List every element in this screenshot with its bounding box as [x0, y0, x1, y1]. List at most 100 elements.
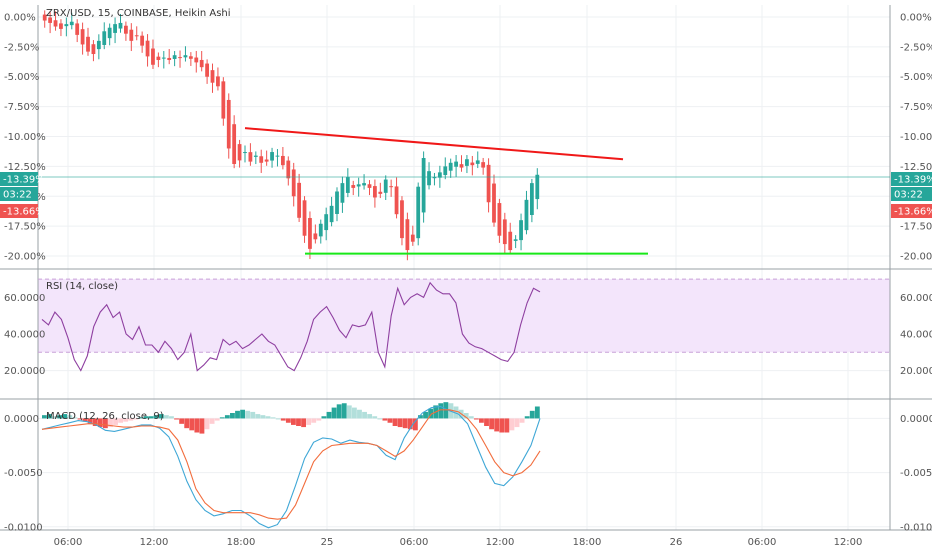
- right-price-tick-8: -20.00%: [900, 252, 932, 263]
- time-tick-3: 25: [321, 537, 334, 548]
- left-price-tick-3: -7.50%: [4, 102, 39, 113]
- macd-title: MACD (12, 26, close, 9): [46, 411, 164, 422]
- macd-hist-bar-53: [311, 418, 317, 423]
- time-tick-6: 18:00: [573, 537, 602, 548]
- candle-body-58: [356, 184, 361, 187]
- candle-body-26: [183, 55, 188, 58]
- left-badge-time-text: 03:22: [3, 190, 32, 201]
- candle-body-85: [502, 219, 507, 245]
- macd-hist-bar-42: [255, 414, 261, 419]
- signal-line: [41, 409, 541, 520]
- trendlines[interactable]: [244, 127, 648, 255]
- time-tick-1: 12:00: [140, 537, 169, 548]
- candle-body-76: [454, 161, 458, 167]
- candle-body-66: [400, 200, 404, 239]
- candle-body-1: [48, 17, 53, 23]
- macd-hist-bar-96: [529, 410, 535, 419]
- macd-hist-bar-86: [479, 418, 484, 423]
- candle-body-31: [210, 70, 215, 83]
- macd-hist-bar-11: [97, 418, 103, 428]
- candle-body-43: [275, 155, 280, 157]
- candle-body-25: [178, 57, 182, 59]
- chart-grid: [38, 5, 890, 530]
- macd-hist-bar-72: [407, 418, 413, 430]
- rsi-plot: [38, 278, 890, 372]
- right-rsi-tick-2: 20.0000: [900, 366, 932, 377]
- candle-body-19: [145, 40, 150, 57]
- macd-hist-bar-68: [387, 418, 393, 423]
- candle-body-86: [508, 231, 513, 251]
- macd-hist-bar-36: [224, 415, 230, 419]
- rsi-title: RSI (14, close): [46, 281, 118, 292]
- macd-hist-bar-27: [179, 418, 185, 424]
- macd-hist-bar-92: [509, 418, 515, 431]
- candle-body-48: [302, 200, 307, 236]
- candle-body-30: [205, 63, 209, 77]
- candle-body-80: [475, 160, 480, 164]
- candle-body-57: [351, 185, 356, 188]
- price-badges: -13.39% 03:22 -13.66% -13.39% 03:22 -13.66%: [0, 172, 932, 218]
- macd-hist-bar-84: [468, 416, 474, 419]
- candle-body-72: [432, 177, 437, 179]
- macd-hist-bar-6: [72, 417, 78, 419]
- macd-hist-bar-5: [67, 415, 73, 419]
- candle-body-67: [405, 219, 410, 251]
- candle-body-65: [394, 186, 399, 215]
- candle-body-44: [280, 155, 285, 166]
- left-rsi-tick-2: 20.0000: [4, 366, 45, 377]
- candle-body-68: [410, 234, 415, 242]
- macd-hist-bar-16: [123, 418, 129, 422]
- candle-body-21: [156, 56, 161, 60]
- candle-body-24: [172, 55, 177, 59]
- right-rsi-tick-1: 40.0000: [900, 330, 932, 341]
- macd-hist-bar-63: [362, 411, 367, 419]
- macd-hist-bar-47: [280, 418, 286, 421]
- candle-body-73: [437, 172, 442, 178]
- right-price-axis[interactable]: 0.00%-2.50%-5.00%-7.50%-10.00%-12.50%-15…: [900, 12, 932, 533]
- macd-hist-bar-37: [230, 413, 235, 419]
- candle-body-88: [519, 220, 523, 241]
- candle-body-40: [259, 156, 264, 163]
- candle-body-74: [443, 166, 448, 176]
- macd-hist-bar-18: [133, 418, 139, 420]
- resistance-trendline: [244, 127, 624, 161]
- candle-body-53: [329, 205, 334, 223]
- macd-hist-bar-4: [62, 414, 68, 419]
- right-macd-tick-0: 0.0000: [900, 414, 932, 425]
- right-badge-time-text: 03:22: [894, 190, 923, 201]
- macd-hist-bar-58: [336, 404, 342, 419]
- right-price-tick-1: -2.50%: [900, 42, 932, 53]
- macd-hist-bar-3: [57, 415, 63, 419]
- candle-body-12: [107, 27, 112, 39]
- time-axis[interactable]: 06:00 12:00 18:00 25 06:00 12:00 18:00 26 06:00 1…: [54, 537, 863, 548]
- candle-body-77: [459, 164, 464, 168]
- time-tick-9: 12:00: [834, 537, 863, 548]
- macd-hist-bar-83: [463, 413, 469, 419]
- right-badge-low-text: -13.66%: [894, 207, 932, 218]
- candle-body-50: [313, 233, 318, 240]
- macd-hist-bar-90: [499, 418, 505, 433]
- macd-hist-bar-62: [357, 409, 362, 419]
- candle-body-15: [124, 25, 128, 34]
- macd-hist-bar-38: [235, 410, 240, 419]
- candle-body-75: [448, 162, 453, 171]
- macd-hist-bar-50: [296, 418, 301, 426]
- candle-body-33: [221, 81, 226, 119]
- left-price-tick-1: -2.50%: [4, 42, 39, 53]
- candle-body-20: [151, 48, 155, 65]
- macd-hist-bar-89: [494, 418, 500, 432]
- macd-hist-bar-60: [346, 405, 352, 419]
- candle-body-34: [226, 99, 231, 149]
- right-rsi-tick-0: 60.0000: [900, 293, 932, 304]
- macd-hist-bar-51: [301, 418, 306, 428]
- macd-hist-bar-76: [428, 408, 434, 419]
- left-badge-low-bg: [0, 204, 38, 218]
- left-price-axis[interactable]: 0.00%-2.50%-5.00%-7.50%-10.00%-12.50%-15…: [4, 12, 46, 533]
- candle-body-14: [118, 22, 123, 29]
- macd-hist-bar-94: [519, 418, 525, 423]
- macd-hist-bar-71: [402, 418, 408, 429]
- candles: [38, 10, 890, 261]
- candle-body-62: [378, 191, 383, 194]
- macd-hist-bar-25: [169, 416, 174, 419]
